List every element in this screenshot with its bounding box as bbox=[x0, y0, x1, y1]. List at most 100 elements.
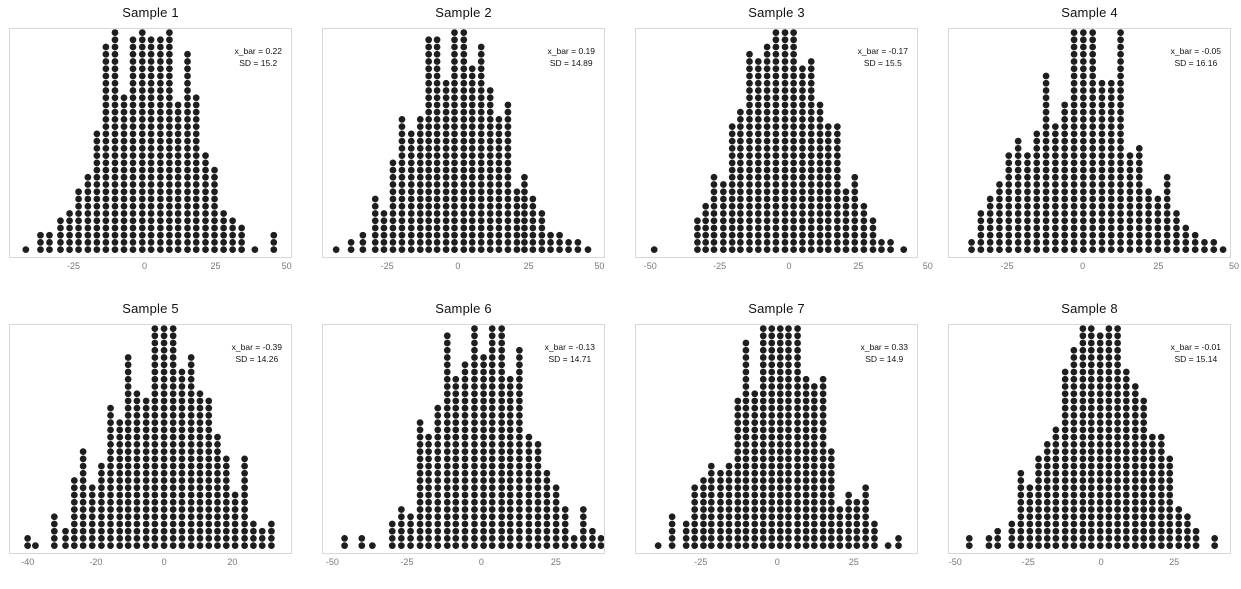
data-dot bbox=[192, 188, 200, 196]
data-dot bbox=[794, 332, 801, 340]
data-dot bbox=[166, 116, 173, 123]
data-dot bbox=[88, 535, 96, 542]
data-dot bbox=[147, 246, 155, 254]
data-dot bbox=[70, 477, 78, 484]
data-dot bbox=[107, 513, 114, 521]
data-dot bbox=[1107, 224, 1115, 232]
data-dot bbox=[1140, 397, 1148, 405]
data-dot bbox=[488, 469, 496, 477]
data-dot bbox=[1070, 542, 1078, 550]
data-dot bbox=[211, 217, 218, 225]
data-dot bbox=[516, 527, 523, 535]
data-dot bbox=[1079, 339, 1087, 347]
data-dot bbox=[1043, 491, 1051, 499]
data-dot bbox=[358, 535, 366, 542]
data-dot bbox=[1052, 426, 1060, 434]
data-dot bbox=[746, 87, 753, 94]
data-dot bbox=[471, 535, 478, 542]
data-dot bbox=[111, 137, 119, 145]
data-dot bbox=[1070, 462, 1078, 470]
data-dot bbox=[169, 375, 177, 383]
data-dot bbox=[407, 535, 414, 542]
data-dot bbox=[1026, 520, 1034, 528]
data-dot bbox=[668, 542, 676, 550]
data-dot bbox=[442, 166, 450, 174]
data-dot bbox=[1117, 246, 1124, 254]
data-dot bbox=[1157, 462, 1165, 470]
data-dot bbox=[416, 491, 424, 499]
data-dot bbox=[1157, 513, 1165, 521]
data-dot bbox=[965, 535, 973, 542]
data-dot bbox=[468, 94, 476, 102]
data-dot bbox=[124, 513, 132, 521]
sample-panel: Sample 8 x_bar = -0.01 SD = 15.14 -50 -25… bbox=[948, 300, 1231, 572]
data-dot bbox=[1105, 426, 1113, 434]
data-dot bbox=[202, 173, 209, 181]
data-dot bbox=[1089, 50, 1097, 58]
data-dot bbox=[525, 491, 533, 499]
data-dot bbox=[1080, 166, 1087, 174]
data-dot bbox=[451, 58, 458, 65]
data-dot bbox=[1117, 72, 1124, 80]
data-dot bbox=[1166, 491, 1174, 499]
data-dot bbox=[425, 108, 433, 116]
data-dot bbox=[416, 535, 424, 542]
data-dot bbox=[389, 239, 397, 246]
x-tick-label: -40 bbox=[21, 557, 35, 567]
data-dot bbox=[1096, 440, 1104, 448]
data-dot bbox=[776, 469, 784, 477]
data-dot bbox=[751, 535, 759, 542]
data-dot bbox=[488, 390, 496, 398]
data-dot bbox=[790, 137, 797, 145]
data-dot bbox=[1042, 87, 1050, 94]
data-dot bbox=[70, 498, 78, 506]
data-dot bbox=[184, 188, 191, 196]
data-dot bbox=[166, 108, 173, 116]
data-dot bbox=[1070, 433, 1078, 441]
data-dot bbox=[498, 412, 506, 419]
data-dot bbox=[516, 506, 523, 513]
data-dot bbox=[759, 383, 767, 390]
data-dot bbox=[543, 520, 551, 528]
data-dot bbox=[477, 87, 485, 94]
data-dot bbox=[1005, 159, 1013, 167]
data-dot bbox=[737, 246, 744, 254]
data-dot bbox=[1033, 159, 1041, 167]
data-dot bbox=[205, 535, 213, 542]
data-dot bbox=[785, 469, 792, 477]
data-dot bbox=[1079, 448, 1087, 455]
data-dot bbox=[776, 332, 784, 340]
data-dot bbox=[516, 462, 523, 470]
data-dot bbox=[1175, 513, 1183, 521]
data-dot bbox=[151, 484, 159, 492]
data-dot bbox=[169, 426, 177, 434]
data-dot bbox=[93, 195, 101, 203]
data-dot bbox=[1070, 36, 1078, 44]
data-dot bbox=[1126, 188, 1134, 196]
data-dot bbox=[516, 469, 523, 477]
data-dot bbox=[1087, 397, 1095, 405]
data-dot bbox=[516, 484, 523, 492]
data-dot bbox=[763, 58, 771, 65]
data-dot bbox=[1163, 224, 1171, 232]
data-dot bbox=[1157, 455, 1165, 463]
data-dot bbox=[477, 108, 485, 116]
data-dot bbox=[833, 231, 841, 239]
data-dot bbox=[802, 412, 810, 419]
data-dot bbox=[1017, 506, 1025, 513]
data-dot bbox=[75, 224, 82, 232]
data-dot bbox=[1017, 484, 1025, 492]
data-dot bbox=[851, 210, 859, 217]
data-dot bbox=[471, 346, 478, 354]
data-dot bbox=[702, 231, 710, 239]
data-dot bbox=[824, 202, 832, 210]
data-dot bbox=[1166, 498, 1174, 506]
data-dot bbox=[986, 217, 994, 225]
data-dot bbox=[241, 484, 248, 492]
data-dot bbox=[452, 397, 460, 405]
data-dot bbox=[504, 108, 512, 116]
data-dot bbox=[1042, 231, 1050, 239]
data-dot bbox=[1033, 246, 1041, 254]
data-dot bbox=[691, 520, 699, 528]
data-dot bbox=[75, 202, 82, 210]
